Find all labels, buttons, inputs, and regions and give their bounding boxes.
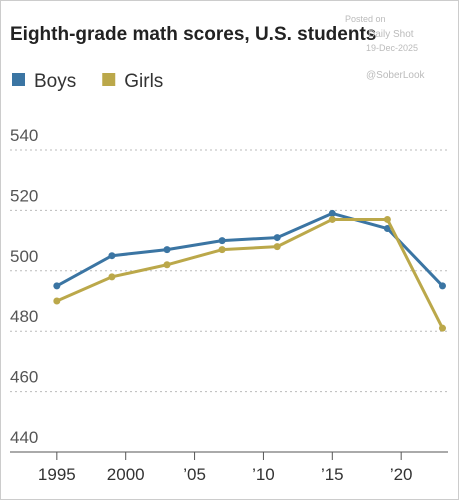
x-tick-label: ’05 <box>183 465 206 484</box>
y-tick-label: 540 <box>10 126 38 145</box>
legend-swatch <box>12 73 25 86</box>
watermark: Posted on <box>345 14 386 24</box>
y-tick-label: 500 <box>10 247 38 266</box>
watermark: 19-Dec-2025 <box>366 43 418 53</box>
x-tick-label: 2000 <box>107 465 145 484</box>
y-tick-label: 480 <box>10 307 38 326</box>
x-tick-label: ’20 <box>390 465 413 484</box>
chart-title: Eighth-grade math scores, U.S. students <box>10 24 376 45</box>
point <box>218 246 226 254</box>
point <box>53 297 61 305</box>
point <box>383 225 391 233</box>
point <box>218 237 226 245</box>
legend-label: Boys <box>34 71 76 92</box>
series-line <box>56 217 444 329</box>
legend-label: Girls <box>124 71 163 92</box>
point <box>383 215 391 223</box>
point <box>328 215 336 223</box>
watermark: Daily Shot <box>368 29 414 40</box>
y-tick-label: 460 <box>10 368 38 387</box>
point <box>273 243 281 251</box>
point <box>108 273 116 281</box>
point <box>163 261 171 269</box>
watermark: @SoberLook <box>366 70 426 81</box>
series-line <box>56 211 444 288</box>
x-tick-label: ’10 <box>252 465 275 484</box>
point <box>273 234 281 242</box>
y-tick-label: 520 <box>10 186 38 205</box>
point <box>108 252 116 260</box>
point <box>163 246 171 254</box>
point <box>328 209 336 217</box>
legend-swatch <box>102 73 116 86</box>
y-tick-label: 440 <box>10 428 38 447</box>
x-tick-label: 1995 <box>38 465 76 484</box>
point <box>438 282 446 290</box>
point <box>438 324 446 332</box>
x-tick-label: ’15 <box>321 465 344 484</box>
point <box>53 282 61 290</box>
